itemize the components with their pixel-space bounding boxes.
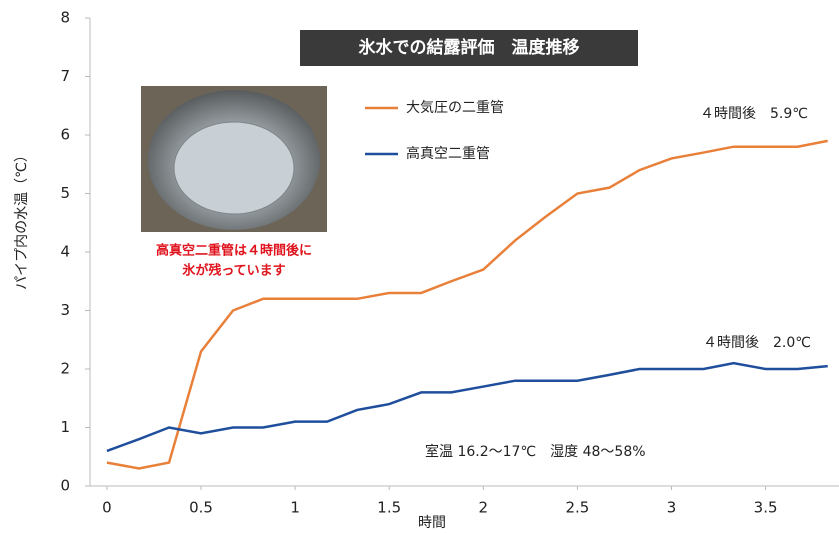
series-line [106, 139, 828, 470]
y-tick-label: 2 [60, 360, 70, 378]
x-tick-label: 2 [479, 499, 489, 517]
x-tick-label: 1.5 [377, 499, 401, 517]
photo-ice [173, 121, 295, 215]
chart-title: 氷水での結露評価 温度推移 [359, 37, 580, 58]
x-tick-label: 0.5 [189, 499, 213, 517]
x-axis-label: 時間 [418, 515, 446, 531]
y-tick-label: 3 [60, 301, 70, 319]
legend-label: 大気圧の二重管 [406, 100, 504, 116]
y-tick-label: 4 [60, 243, 70, 261]
y-tick-label: 8 [60, 9, 70, 27]
annotation: 氷が残っています [182, 263, 285, 279]
x-tick-label: 3.5 [754, 499, 778, 517]
x-tick-label: 2.5 [565, 499, 589, 517]
legend-label: 高真空二重管 [406, 145, 490, 162]
y-tick-label: 1 [60, 418, 70, 436]
x-tick-label: 3 [667, 499, 677, 517]
annotation: ４時間後 5.9℃ [700, 106, 808, 122]
annotation: 高真空二重管は４時間後に [156, 243, 312, 259]
x-tick-label: 0 [102, 499, 112, 517]
y-tick-label: 0 [60, 477, 70, 495]
annotation: 室温 16.2～17℃ 湿度 48～58% [425, 443, 646, 460]
y-axis-label: パイプ内の水温（℃） [14, 148, 30, 290]
series-line [106, 361, 828, 453]
y-tick-label: 5 [60, 184, 70, 202]
y-tick-label: 7 [60, 67, 70, 85]
title-box [300, 30, 638, 66]
x-tick-label: 1 [290, 499, 300, 517]
annotation: ４時間後 2.0℃ [703, 335, 811, 351]
y-tick-label: 6 [60, 126, 70, 144]
